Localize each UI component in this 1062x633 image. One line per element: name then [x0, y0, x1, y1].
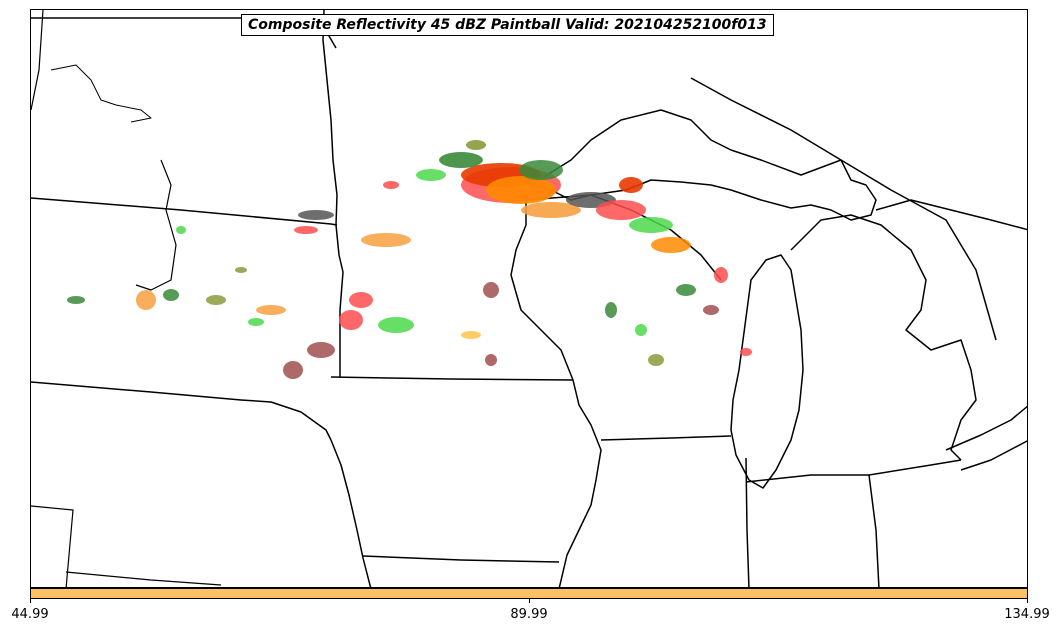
- echo-blob: [307, 342, 335, 358]
- echo-blob: [483, 282, 499, 298]
- echo-blob: [361, 233, 411, 247]
- echo-blob: [206, 295, 226, 305]
- echo-blob: [461, 331, 481, 339]
- map-title: Composite Reflectivity 45 dBZ Paintball …: [241, 14, 774, 36]
- map-panel: [30, 9, 1028, 588]
- ontario-border: [690, 77, 997, 341]
- lake-erie-south: [960, 440, 1027, 471]
- lake-huron-shore: [875, 199, 1027, 231]
- echo-blob: [635, 324, 647, 336]
- mississippi-river: [558, 379, 602, 587]
- echo-blob: [605, 302, 617, 318]
- nd-sd-border: [31, 197, 338, 226]
- northern-lakes: [50, 64, 152, 123]
- lower-left-border: [31, 505, 74, 587]
- ks-ne-border: [65, 571, 222, 586]
- echo-blob: [378, 317, 414, 333]
- echo-blob: [651, 237, 691, 253]
- colorbar-tick-label-right: 134.99: [1004, 607, 1050, 622]
- echo-blob: [485, 354, 497, 366]
- echo-blob: [486, 176, 556, 204]
- echo-blob: [136, 290, 156, 310]
- lake-michigan-shore: [730, 254, 804, 489]
- echo-blob: [294, 226, 318, 234]
- lake-erie-shore: [945, 405, 1027, 451]
- echo-blob: [248, 318, 264, 326]
- missouri-river: [135, 159, 177, 291]
- echo-blob: [519, 160, 563, 180]
- echo-blob: [703, 305, 719, 315]
- echo-blob: [235, 267, 247, 273]
- mn-ia-border: [330, 376, 574, 381]
- echo-blob: [349, 292, 373, 308]
- mn-wi-border: [510, 195, 574, 381]
- colorbar-tick-mark-left: [30, 599, 31, 603]
- wi-il-border: [600, 435, 732, 441]
- colorbar-tick-mark-mid: [529, 599, 530, 603]
- colorbar: [30, 588, 1028, 599]
- echo-blob: [283, 361, 303, 379]
- echo-blob: [466, 140, 486, 150]
- western-border: [31, 10, 44, 111]
- echo-blob: [740, 348, 752, 356]
- boundaries: [31, 10, 1027, 587]
- echo-blob: [521, 202, 581, 218]
- echo-blob: [596, 200, 646, 220]
- echo-blob: [676, 284, 696, 296]
- mi-in-border: [745, 459, 962, 483]
- echo-blob: [67, 296, 85, 304]
- map-canvas: [31, 10, 1027, 587]
- echo-blob: [176, 226, 186, 234]
- ia-mo-border: [362, 555, 560, 563]
- echo-blob: [339, 310, 363, 330]
- echo-blob: [629, 217, 673, 233]
- echo-blob: [714, 267, 728, 283]
- sd-mn-border: [339, 271, 344, 377]
- paintball-echoes: [67, 140, 752, 379]
- echo-blob: [383, 181, 399, 189]
- colorbar-tick-mark-right: [1027, 599, 1028, 603]
- echo-blob: [256, 305, 286, 315]
- echo-blob: [648, 354, 664, 366]
- ia-ne-border: [330, 439, 372, 587]
- michigan-lower-shore: [790, 214, 977, 461]
- echo-blob: [619, 177, 643, 193]
- nd-mn-border: [322, 10, 344, 273]
- echo-blob: [163, 289, 179, 301]
- echo-blob: [439, 152, 483, 168]
- sd-ne-border: [31, 381, 332, 441]
- echo-blob: [298, 210, 334, 220]
- echo-blob: [416, 169, 446, 181]
- colorbar-tick-label-left: 44.99: [11, 607, 49, 622]
- in-oh-border: [868, 474, 880, 587]
- colorbar-tick-label-mid: 89.99: [510, 607, 548, 622]
